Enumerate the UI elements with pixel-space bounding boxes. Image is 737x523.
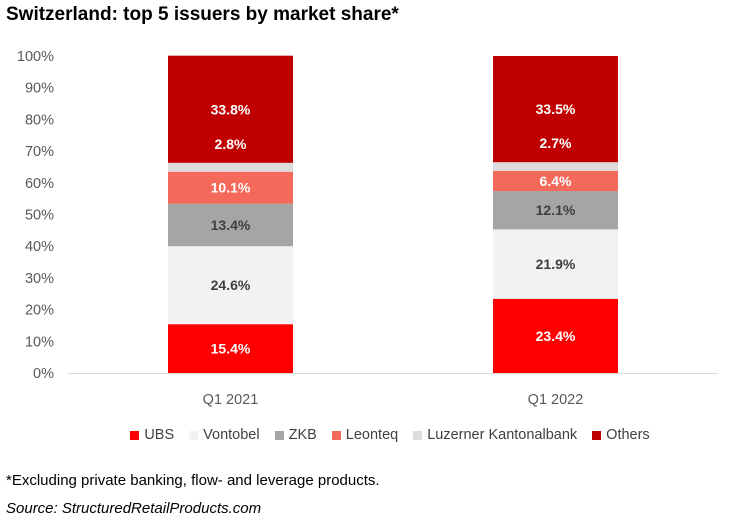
bar-segment-ubs bbox=[168, 324, 293, 373]
data-label: 33.8% bbox=[211, 101, 251, 117]
legend-swatch bbox=[189, 430, 199, 440]
legend-swatch bbox=[592, 430, 602, 440]
stacked-bar-chart: 0% 10% 20% 30% 40% 50% 60% 70% 80% 90% 100% 15.4% 24… bbox=[17, 49, 718, 408]
y-tick-label: 50% bbox=[25, 208, 54, 224]
data-label: 2.8% bbox=[215, 136, 247, 152]
legend-label: Leonteq bbox=[345, 427, 399, 443]
legend-item: Leonteq bbox=[331, 427, 399, 443]
legend-item: Luzerner Kantonalbank bbox=[413, 427, 577, 443]
bar-segment-others bbox=[168, 55, 293, 163]
legend-swatch bbox=[413, 430, 423, 440]
x-tick-label: Q1 2021 bbox=[203, 392, 259, 408]
y-tick-label: 40% bbox=[25, 239, 54, 255]
legend-label: ZKB bbox=[288, 427, 317, 443]
data-label: 13.4% bbox=[211, 217, 251, 233]
y-tick-label: 30% bbox=[25, 271, 54, 287]
bar-segment-ubs bbox=[493, 298, 618, 373]
legend-label: UBS bbox=[144, 427, 175, 443]
y-tick-label: 100% bbox=[17, 49, 54, 65]
legend-swatch bbox=[331, 430, 341, 440]
bar-segment-vontobel bbox=[168, 246, 293, 325]
y-tick-label: 60% bbox=[25, 176, 54, 192]
bar-segment-luzerner-kantonalbank bbox=[168, 162, 293, 172]
source-note: Source: StructuredRetailProducts.com bbox=[6, 500, 262, 517]
data-label: 23.4% bbox=[536, 328, 576, 344]
data-label: 24.6% bbox=[211, 277, 251, 293]
bar-segment-zkb bbox=[168, 203, 293, 247]
data-label: 12.1% bbox=[536, 202, 576, 218]
legend-item: Others bbox=[592, 427, 650, 443]
bar-segment-leonteq bbox=[168, 171, 293, 204]
data-label: 6.4% bbox=[540, 173, 572, 189]
bar-segment-leonteq bbox=[493, 170, 618, 192]
y-tick-label: 70% bbox=[25, 144, 54, 160]
legend: UBS Vontobel ZKB Leonteq Luzerner Kantonalba… bbox=[60, 427, 720, 443]
bar-segment-others bbox=[493, 56, 618, 163]
legend-swatch bbox=[130, 430, 140, 440]
data-label: 33.5% bbox=[536, 101, 576, 117]
data-label: 21.9% bbox=[536, 256, 576, 272]
y-tick-label: 0% bbox=[33, 366, 54, 382]
bar-segment-vontobel bbox=[493, 229, 618, 299]
bar-segment-zkb bbox=[493, 191, 618, 230]
x-tick-label: Q1 2022 bbox=[528, 392, 584, 408]
chart-title: Switzerland: top 5 issuers by market sha… bbox=[6, 4, 399, 25]
legend-label: Vontobel bbox=[203, 427, 260, 443]
legend-label: Others bbox=[606, 427, 650, 443]
bar-segment-luzerner-kantonalbank bbox=[493, 162, 618, 171]
y-tick-label: 10% bbox=[25, 334, 54, 350]
y-tick-label: 80% bbox=[25, 112, 54, 128]
y-tick-label: 90% bbox=[25, 81, 54, 97]
footnote: *Excluding private banking, flow- and le… bbox=[6, 472, 380, 489]
data-label: 10.1% bbox=[211, 180, 251, 196]
legend-swatch bbox=[274, 430, 284, 440]
legend-item: UBS bbox=[130, 427, 174, 443]
legend-item: ZKB bbox=[274, 427, 317, 443]
legend-label: Luzerner Kantonalbank bbox=[427, 427, 578, 443]
y-tick-label: 20% bbox=[25, 303, 54, 319]
data-label: 2.7% bbox=[540, 135, 572, 151]
data-label: 15.4% bbox=[211, 341, 251, 357]
legend-item: Vontobel bbox=[189, 427, 260, 443]
